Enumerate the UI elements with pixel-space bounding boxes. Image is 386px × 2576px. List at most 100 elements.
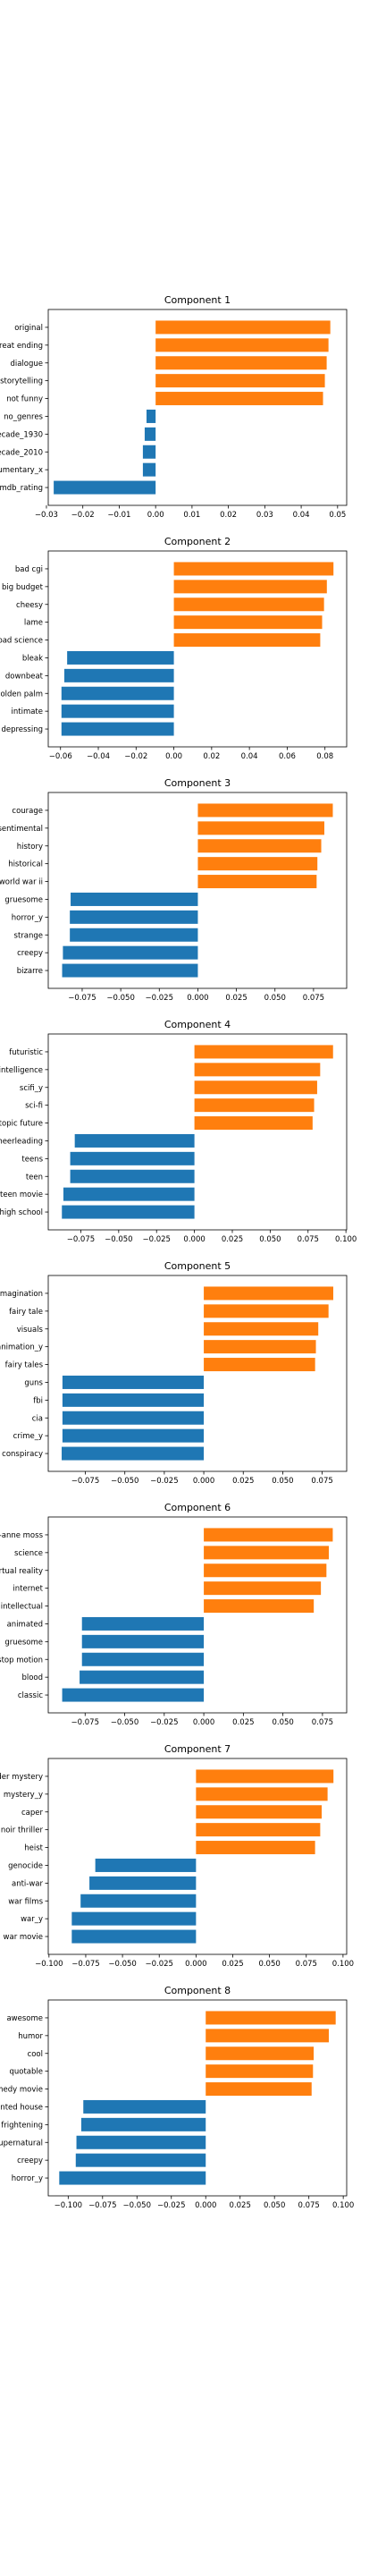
bar <box>142 445 156 459</box>
bar <box>173 633 321 648</box>
x-tick-label: −0.050 <box>111 1718 138 1727</box>
x-tick-label: −0.025 <box>150 1477 178 1486</box>
bar <box>197 875 317 889</box>
chart-component-4: Component 4 futuristic artificial intellig… <box>0 1019 357 1244</box>
bar <box>62 1688 205 1702</box>
y-tick-label: history <box>17 843 43 852</box>
x-tick-label: 0.100 <box>332 1960 354 1969</box>
bar <box>62 963 198 978</box>
y-tick-label: caper <box>21 1809 44 1818</box>
bar <box>71 892 198 906</box>
bar <box>197 839 322 853</box>
bar <box>81 1652 205 1666</box>
bar <box>144 427 156 441</box>
x-tick-label: 0.075 <box>298 1235 319 1244</box>
y-tick-label: artificial intelligence <box>0 1066 43 1075</box>
y-tick-label: lame <box>24 619 43 628</box>
chart-component-3: Component 3 courage sentimental history hist… <box>0 777 348 1003</box>
x-tick-label: −0.075 <box>71 1477 99 1486</box>
x-tick-label: −0.075 <box>71 1960 99 1969</box>
plot-frame <box>47 792 348 989</box>
x-tick-label: 0.075 <box>311 1477 332 1486</box>
x-tick-label: 0.000 <box>193 1718 214 1727</box>
y-tick-label: bad science <box>0 637 43 646</box>
bar <box>194 1080 317 1095</box>
y-tick-label: genocide <box>8 1861 43 1870</box>
y-tick-label: cool <box>28 2050 43 2059</box>
bar <box>62 1205 195 1219</box>
x-tick-label: 0.000 <box>195 2201 216 2210</box>
x-tick-label: 0.000 <box>193 1477 214 1486</box>
y-tick-label: creepy <box>17 2157 43 2165</box>
x-tick-label: 0.050 <box>264 994 286 1003</box>
y-tick-label: strange <box>14 931 43 940</box>
y-tick-label: murder mystery <box>0 1773 43 1782</box>
bar <box>196 1805 323 1819</box>
y-tick-label: world war ii <box>0 878 43 887</box>
x-tick-label: −0.025 <box>145 1960 172 1969</box>
y-tick-label: intimate <box>12 708 44 716</box>
y-tick-label: dialogue <box>10 360 43 369</box>
bar <box>204 1358 315 1372</box>
chart-title: Component 7 <box>164 1743 231 1755</box>
x-tick-label: 0.00 <box>147 511 164 520</box>
x-tick-label: 0.04 <box>293 511 310 520</box>
y-tick-label: war movie <box>4 1933 43 1942</box>
bar <box>74 1133 195 1148</box>
bar <box>71 1929 197 1944</box>
y-tick-label: courage <box>12 807 43 816</box>
y-tick-label: depressing <box>1 725 43 734</box>
y-tick-label: supernatural <box>0 2139 43 2148</box>
y-tick-label: crime_y <box>13 1432 43 1441</box>
x-tick-label: 0.05 <box>329 511 346 520</box>
bar <box>204 1340 316 1354</box>
y-tick-label: mystery_y <box>4 1791 43 1800</box>
bar <box>204 1599 315 1614</box>
y-tick-label: war_y <box>21 1915 43 1924</box>
y-tick-label: futuristic <box>9 1048 43 1057</box>
bar <box>194 1116 313 1131</box>
chart-component-5: Component 5 imagination fairy tale visuals a… <box>0 1260 348 1486</box>
bar <box>206 2064 314 2079</box>
bar <box>155 392 323 406</box>
bar <box>155 338 329 352</box>
bar <box>62 1411 205 1425</box>
x-tick-label: 0.06 <box>279 752 296 761</box>
y-tick-label: haunted house <box>0 2103 43 2112</box>
bar <box>204 1563 327 1578</box>
x-tick-label: 0.03 <box>256 511 273 520</box>
chart-component-6: Component 6 carrie-anne moss science virtua… <box>0 1502 348 1727</box>
y-tick-label: heist <box>24 1844 43 1853</box>
y-tick-label: blood <box>21 1674 43 1682</box>
bar <box>70 1151 195 1165</box>
chart-component-2: Component 2 bad cgi big budget cheesy lame ba… <box>0 536 348 761</box>
bar <box>81 1634 205 1648</box>
x-tick-label: 0.025 <box>232 1477 254 1486</box>
bar <box>80 2117 206 2131</box>
bar <box>196 1841 315 1855</box>
x-tick-label: −0.02 <box>124 752 147 761</box>
y-tick-label: big budget <box>2 583 44 592</box>
y-tick-label: decade_2010 <box>0 448 43 457</box>
x-tick-label: 0.075 <box>296 1960 317 1969</box>
bar <box>63 1187 195 1201</box>
y-tick-label: bleak <box>22 654 43 663</box>
x-tick-label: −0.050 <box>106 994 134 1003</box>
y-tick-label: imagination <box>0 1290 43 1299</box>
y-tick-label: sci-fi <box>25 1102 43 1111</box>
x-tick-label: 0.02 <box>220 511 237 520</box>
y-tick-label: creepy <box>17 949 43 958</box>
bar <box>54 480 156 495</box>
y-tick-label: imdb_rating <box>0 484 43 493</box>
y-tick-label: cia <box>32 1414 43 1423</box>
y-tick-label: visuals <box>17 1326 44 1335</box>
y-tick-label: comedy movie <box>0 2086 43 2095</box>
y-tick-label: sentimental <box>0 825 43 834</box>
y-tick-label: golden palm <box>0 690 43 699</box>
x-tick-label: 0.025 <box>222 1235 243 1244</box>
y-tick-label: awesome <box>6 2014 43 2023</box>
x-tick-label: −0.06 <box>49 752 72 761</box>
y-tick-label: teen <box>26 1173 43 1182</box>
bar <box>81 1616 205 1631</box>
